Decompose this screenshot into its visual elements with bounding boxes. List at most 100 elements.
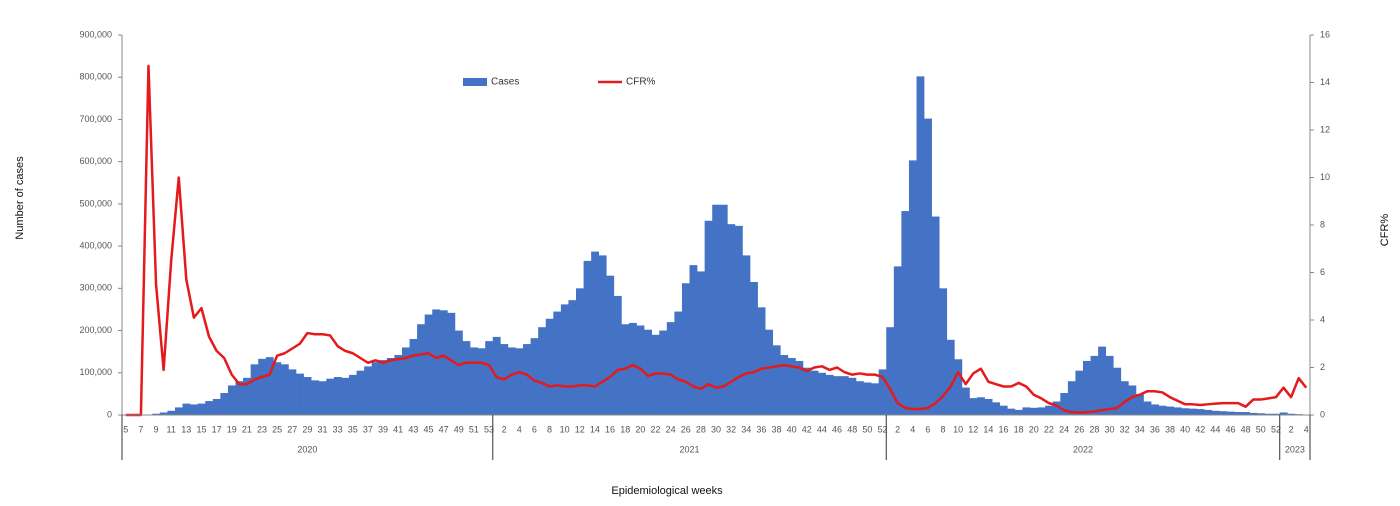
bar [651,334,660,415]
bar [628,322,637,415]
x-tick-label: 24 [666,424,676,434]
x-tick-label: 42 [802,424,812,434]
bar [765,329,774,415]
bar [560,304,569,415]
bar [1241,412,1250,415]
bar [1226,411,1235,415]
x-tick-label: 52 [1271,424,1281,434]
bar [954,359,963,415]
bar [613,295,622,415]
bar [432,309,441,415]
bar [1257,413,1265,415]
y2-tick-label: 0 [1320,409,1325,419]
bar [833,376,842,415]
bar [235,381,244,415]
x-tick-label: 34 [741,424,751,434]
bar [447,312,456,415]
bar [674,311,683,415]
bar [810,370,819,415]
bar [379,360,388,415]
bar [258,358,267,415]
y2-tick-label: 6 [1320,267,1325,277]
x-tick-label: 6 [532,424,537,434]
bar [992,402,1001,415]
x-tick-label: 27 [287,424,297,434]
x-tick-label: 43 [408,424,418,434]
bar [1143,401,1152,415]
x-tick-label: 9 [154,424,159,434]
bar [545,318,554,415]
x-tick-label: 14 [983,424,993,434]
bar [349,374,357,415]
bar [901,211,910,415]
x-tick-label: 36 [1150,424,1160,434]
x-tick-label: 29 [302,424,312,434]
bar [1007,408,1016,415]
bar [666,322,675,415]
x-tick-label: 44 [1210,424,1220,434]
legend-swatch [463,78,487,86]
bar [787,358,796,415]
bar [1279,412,1288,415]
bar [908,160,917,415]
x-tick-label: 18 [1014,424,1024,434]
x-tick-label: 37 [363,424,373,434]
bar [356,370,365,415]
bar [1204,409,1212,415]
bar [523,344,531,415]
bar [1234,412,1243,415]
bar [462,341,471,415]
y-tick-label: 300,000 [79,283,112,293]
y-tick-label: 900,000 [79,29,112,39]
x-tick-label: 22 [1044,424,1054,434]
x-tick-label: 30 [711,424,721,434]
bar [197,403,206,415]
bar [644,329,652,415]
bar [371,362,380,415]
cfr-line [125,64,1308,417]
bar [878,369,887,415]
bar [893,266,902,415]
bar [1264,413,1273,415]
bar [364,366,373,415]
bar [931,216,940,415]
y2-tick-label: 12 [1320,124,1330,134]
y-tick-label: 500,000 [79,198,112,208]
x-tick-label: 39 [378,424,388,434]
bar [386,358,395,415]
bar [1045,405,1054,415]
x-tick-label: 20 [635,424,645,434]
x-tick-label: 34 [1135,424,1145,434]
x-tick-label: 7 [138,424,143,434]
bar [553,311,562,415]
x-tick-label: 30 [1104,424,1114,434]
x-tick-label: 2 [895,424,900,434]
bar [341,377,350,415]
x-tick-label: 38 [772,424,782,434]
bar [250,364,259,415]
y2-axis-title: CFR% [1379,214,1391,247]
bar [848,377,857,415]
bar [780,355,789,415]
x-group-label: 2021 [680,444,700,454]
bar [485,341,494,415]
x-tick-label: 2 [502,424,507,434]
y-tick-label: 600,000 [79,156,112,166]
bar [212,398,221,415]
x-tick-label: 26 [681,424,691,434]
bar [757,307,766,415]
bar [712,204,721,415]
x-tick-label: 44 [817,424,827,434]
bar [818,372,827,415]
x-tick-label: 8 [940,424,945,434]
bar [1060,393,1069,415]
y-tick-label: 0 [107,409,112,419]
y2-tick-label: 16 [1320,29,1330,39]
bar [394,355,403,415]
bar [1166,406,1175,415]
x-tick-label: 16 [605,424,615,434]
x-tick-label: 45 [423,424,433,434]
x-tick-label: 12 [968,424,978,434]
x-tick-label: 22 [650,424,660,434]
bar [916,76,925,415]
